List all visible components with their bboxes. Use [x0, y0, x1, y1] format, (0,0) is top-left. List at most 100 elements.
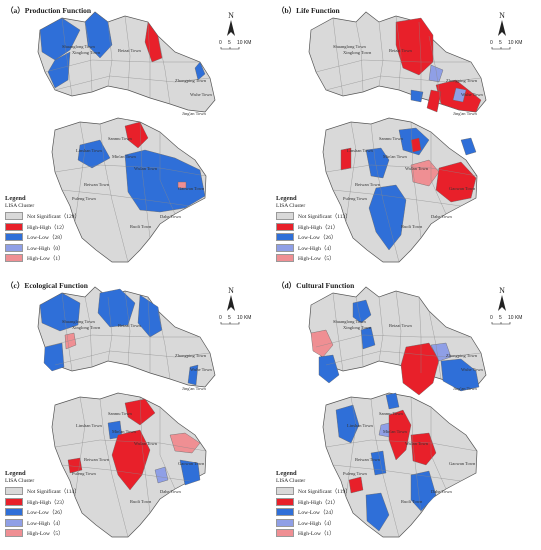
scale-label: 10 KM: [508, 315, 522, 321]
legend-item-high-high: High-High（23）: [5, 497, 115, 508]
legend-title: Legend: [5, 470, 26, 477]
town-label: Zhongping Town: [175, 353, 207, 358]
legend-swatch: [276, 233, 294, 242]
town-label: Xinglong Town: [72, 50, 101, 55]
scale-line: [220, 322, 240, 325]
town-boundary: [355, 296, 364, 368]
town-boundary: [99, 398, 129, 538]
north-arrow-icon: N: [227, 11, 235, 36]
town-boundary: [107, 296, 113, 362]
town-label: Shuanglong Town: [333, 319, 366, 324]
town-boundary: [54, 75, 211, 91]
cluster-high-high: [395, 17, 434, 76]
cluster-low-low: [187, 364, 199, 386]
cluster-high-high: [388, 409, 412, 461]
town-label: Xinglong Town: [343, 50, 372, 55]
cluster-high-high: [144, 21, 163, 63]
legend-label: Low-Low（24）: [298, 510, 337, 517]
town-label: Dahe Town: [431, 489, 452, 494]
cluster-low-low: [352, 299, 372, 324]
legend-item-low-low: Low-Low（26）: [5, 507, 115, 518]
legend-swatch: [276, 518, 294, 527]
legend-item-high-low: High-Low（1）: [5, 253, 115, 264]
legend-label: High-High（21）: [298, 499, 339, 506]
panel-title: （b）Life Function: [277, 6, 340, 15]
town-boundary: [54, 439, 207, 452]
town-label: Zhongping Town: [446, 353, 478, 358]
town-label: Ruoli Town: [401, 499, 423, 504]
legend-label: High-Low（1）: [298, 531, 335, 538]
legend-label: Low-Low（26）: [27, 510, 66, 517]
legend-item-not-significant: Not Significant（119）: [276, 486, 386, 497]
town-label: Shuanglong Town: [333, 44, 366, 49]
town-boundary: [159, 407, 176, 490]
scale-label: 0: [219, 315, 222, 321]
town-boundary: [99, 123, 129, 263]
town-label: Wulan Town: [134, 166, 158, 171]
legend-swatch: [276, 497, 294, 506]
legend-label: Low-High（4）: [298, 520, 335, 527]
town-boundary: [428, 35, 442, 105]
town-label: Linshan Town: [347, 423, 373, 428]
town-label: Shuanglong Town: [62, 319, 95, 324]
town-label: Beiwan Town: [355, 457, 381, 462]
legend-subtitle: LISA Cluster: [5, 203, 35, 209]
town-label: Wulan Town: [405, 441, 429, 446]
town-label: Zhongping Town: [175, 78, 207, 83]
town-boundary: [157, 310, 171, 380]
cluster-low-high: [154, 466, 169, 484]
scale-label: 5: [499, 315, 502, 321]
town-boundary: [345, 396, 357, 498]
cluster-high-high: [124, 121, 149, 149]
legend-label: Not Significant（114）: [27, 489, 80, 496]
town-boundary: [332, 292, 344, 372]
north-arrow-shape: [227, 295, 235, 311]
town-label: Linshan Town: [347, 148, 373, 153]
panel-production: （a）Production Function Shuanglong Town Xin…: [0, 0, 270, 275]
town-label: Dahe Town: [160, 489, 181, 494]
panel-title: （a）Production Function: [6, 6, 92, 15]
town-label: Puleng Town: [343, 196, 367, 201]
cluster-high-high: [124, 398, 156, 426]
town-label: Gaowan Town: [178, 461, 205, 466]
town-boundary: [124, 290, 131, 366]
town-boundary: [410, 121, 422, 239]
legend-swatch: [5, 243, 23, 252]
north-arrow-shape: [498, 295, 506, 311]
scale-line: [491, 322, 511, 325]
legend-label: High-Low（1）: [27, 256, 64, 263]
legend-label: High-High（12）: [27, 224, 68, 231]
legend-swatch: [5, 254, 23, 263]
town-label: Ruoli Town: [401, 224, 423, 229]
legend-item-low-high: Low-High（0）: [5, 243, 115, 254]
town-label: Wulan Town: [134, 441, 158, 446]
cluster-high-high: [348, 476, 364, 494]
panel-title: （c）Ecological Function: [6, 281, 88, 290]
town-boundary: [61, 464, 191, 482]
legend-swatch: [5, 222, 23, 231]
town-label: Puleng Town: [343, 471, 367, 476]
scale-label: 5: [228, 40, 231, 46]
town-label: Dahe Town: [431, 214, 452, 219]
cluster-high-low: [410, 159, 440, 187]
cluster-high-low: [64, 332, 77, 350]
town-label: Beizai Town: [389, 48, 412, 53]
scale-bar: 0 5 10 KM: [219, 315, 251, 325]
legend-title: Legend: [276, 195, 297, 202]
town-label: Jing'an Town: [182, 111, 207, 116]
town-label: Beizai Town: [118, 48, 141, 53]
town-label: Linshan Town: [76, 148, 102, 153]
cluster-low-low: [318, 354, 340, 384]
town-label: Beizai Town: [118, 323, 141, 328]
town-boundary: [355, 21, 364, 93]
cluster-low-low: [460, 137, 477, 156]
legend-item-low-low: Low-Low（26）: [276, 232, 386, 243]
town-label: Min'an Town: [383, 154, 408, 159]
legend-label: Low-Low（26）: [298, 235, 337, 242]
town-boundary: [44, 334, 200, 348]
town-label: Shuanglong Town: [62, 44, 95, 49]
scale-label: 10 KM: [237, 40, 251, 46]
north-arrow-shape: [227, 20, 235, 36]
legend-swatch: [5, 212, 23, 221]
